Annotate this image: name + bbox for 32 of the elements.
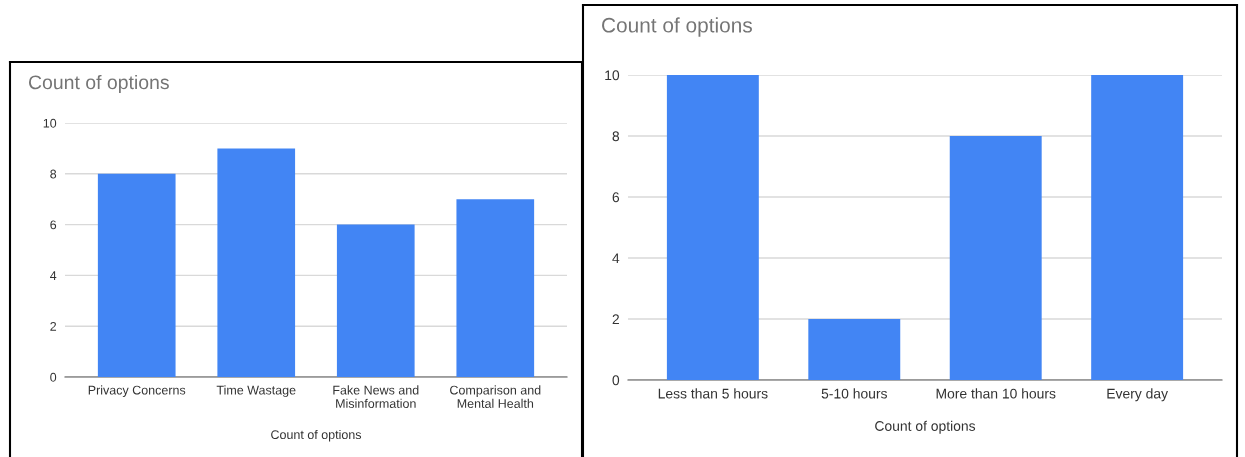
y-tick-label: 0 bbox=[50, 372, 57, 382]
bar bbox=[456, 199, 535, 377]
x-tick-label: Less than 5 hours bbox=[658, 388, 768, 399]
x-axis-title: Count of options bbox=[875, 420, 976, 434]
x-tick-label: Privacy Concerns bbox=[88, 385, 186, 397]
y-tick-label: 4 bbox=[50, 271, 57, 280]
y-tick-label: 6 bbox=[612, 192, 620, 203]
x-tick-label: Time Wastage bbox=[216, 385, 296, 397]
x-axis-title: Count of options bbox=[271, 429, 362, 442]
y-tick-label: 10 bbox=[605, 70, 620, 81]
y-tick-label: 0 bbox=[612, 375, 620, 386]
y-tick-label: 2 bbox=[50, 322, 57, 331]
bar bbox=[666, 75, 759, 380]
bar bbox=[217, 148, 296, 377]
y-tick-label: 8 bbox=[50, 169, 57, 179]
x-tick-label: Every day bbox=[1107, 388, 1168, 402]
y-tick-label: 8 bbox=[612, 131, 620, 142]
y-tick-label: 4 bbox=[612, 253, 620, 264]
y-tick-label: 6 bbox=[50, 220, 57, 230]
x-tick-label: 5-10 hours bbox=[821, 388, 887, 399]
bar bbox=[949, 136, 1042, 380]
y-tick-label: 10 bbox=[43, 118, 57, 128]
x-tick-label: Comparison and Mental Health bbox=[450, 385, 541, 408]
bar bbox=[336, 224, 415, 377]
chart-title: Count of options bbox=[602, 17, 752, 37]
bar bbox=[1091, 75, 1184, 380]
bar bbox=[808, 319, 901, 380]
x-tick-label: Fake News and Misinformation bbox=[333, 385, 419, 408]
x-tick-label: More than 10 hours bbox=[936, 388, 1056, 399]
chart-title: Count of options bbox=[28, 74, 169, 94]
bar bbox=[97, 173, 176, 377]
y-tick-label: 2 bbox=[612, 314, 619, 325]
